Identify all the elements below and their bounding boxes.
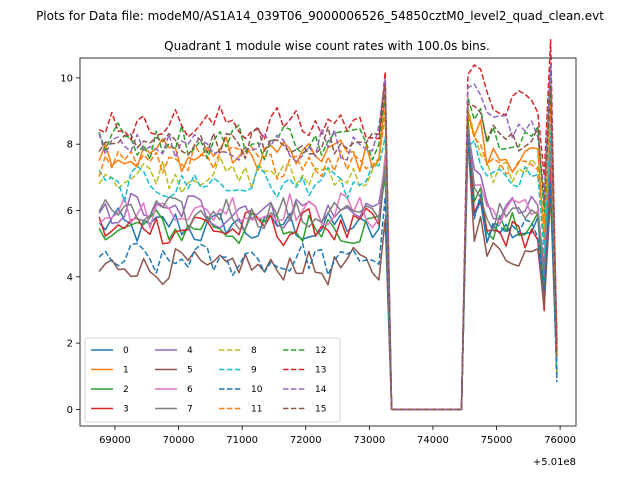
- chart-title: Quadrant 1 module wise count rates with …: [164, 39, 490, 53]
- series-line-6: [98, 126, 558, 411]
- series-line-12: [98, 67, 558, 411]
- legend-label-9: 9: [251, 366, 257, 376]
- x-tick-label-76000: 76000: [544, 435, 576, 446]
- series-line-1: [98, 87, 558, 411]
- legend-label-6: 6: [187, 385, 193, 395]
- series-line-13: [98, 38, 558, 411]
- legend-label-2: 2: [123, 385, 129, 395]
- x-tick-label-74000: 74000: [417, 435, 449, 446]
- legend-label-0: 0: [123, 346, 129, 356]
- legend-label-3: 3: [123, 405, 129, 415]
- series-line-2: [98, 116, 558, 411]
- series-line-11: [98, 103, 558, 411]
- x-tick-label-73000: 73000: [353, 435, 385, 446]
- x-tick-label-72000: 72000: [290, 435, 322, 446]
- legend-box: [84, 337, 341, 423]
- y-tick-label-8: 8: [67, 140, 73, 151]
- y-tick-label-2: 2: [67, 339, 73, 350]
- x-axis: 69000 70000 71000 72000 73000 74000 75000 76000: [99, 426, 576, 446]
- series-line-7: [98, 126, 558, 411]
- x-tick-label-69000: 69000: [99, 435, 131, 446]
- legend-label-10: 10: [251, 385, 263, 395]
- legend-label-14: 14: [315, 385, 327, 395]
- legend-label-5: 5: [187, 366, 193, 376]
- series-line-10: [98, 133, 558, 411]
- x-tick-label-75000: 75000: [481, 435, 513, 446]
- series-line-9: [98, 123, 558, 411]
- y-tick-label-6: 6: [67, 206, 73, 217]
- y-axis: 0 2 4 6 8 10: [60, 73, 80, 416]
- legend-label-8: 8: [251, 346, 257, 356]
- legend-label-7: 7: [187, 405, 193, 415]
- y-tick-label-10: 10: [60, 73, 73, 84]
- chart-suptitle: Plots for Data file: modeM0/AS1A14_039T0…: [36, 9, 604, 23]
- legend-label-13: 13: [315, 366, 326, 376]
- x-tick-label-71000: 71000: [226, 435, 258, 446]
- series-line-5: [98, 136, 558, 411]
- y-tick-label-4: 4: [67, 272, 73, 283]
- x-tick-label-70000: 70000: [163, 435, 195, 446]
- series-line-8: [98, 91, 558, 411]
- legend-label-4: 4: [187, 346, 193, 356]
- series-line-4: [98, 130, 558, 411]
- series-line-14: [98, 64, 558, 411]
- series-line-15: [98, 84, 558, 411]
- legend-label-11: 11: [251, 405, 262, 415]
- plot-lines: [98, 38, 558, 411]
- legend-label-1: 1: [123, 366, 129, 376]
- plot-area-frame: [79, 57, 577, 427]
- legend-label-12: 12: [315, 346, 326, 356]
- legend-label-15: 15: [315, 405, 326, 415]
- x-axis-offset-label: +5.01e8: [533, 457, 576, 468]
- y-tick-label-0: 0: [67, 405, 73, 416]
